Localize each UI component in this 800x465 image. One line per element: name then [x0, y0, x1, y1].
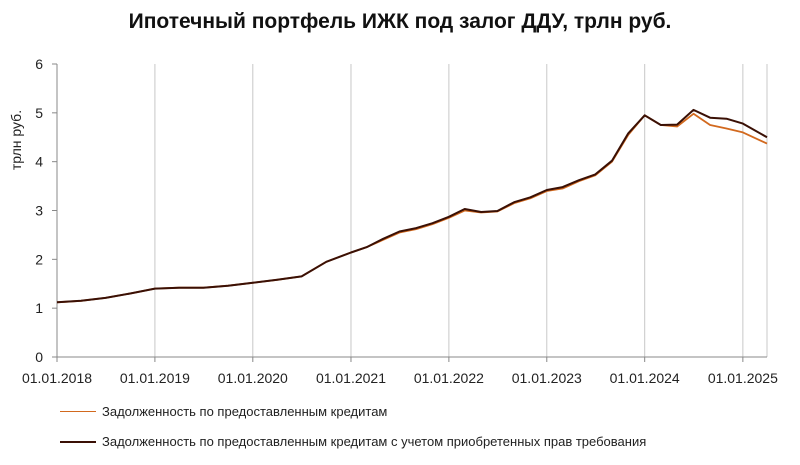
- legend-item-0: Задолженность по предоставленным кредита…: [60, 404, 387, 419]
- series-line-0: [56, 112, 768, 304]
- x-tick-label-2: 01.01.2020: [218, 370, 288, 386]
- x-tick-label-4: 01.01.2022: [414, 370, 484, 386]
- y-tick-label-2: 2: [35, 251, 43, 267]
- series-lines: [56, 108, 768, 304]
- y-tick-label-6: 6: [35, 56, 43, 72]
- tick-labels: 01.01.2018 01.01.2019 01.01.2020 01.01.2021…: [22, 56, 778, 386]
- series-line-1: [56, 108, 768, 304]
- x-tick-label-6: 01.01.2024: [610, 370, 680, 386]
- y-tick-label-4: 4: [35, 154, 43, 170]
- grid-lines: [154, 64, 768, 357]
- x-tick-label-7: 01.01.2025: [708, 370, 778, 386]
- axes: [52, 63, 767, 362]
- x-tick-label-1: 01.01.2019: [120, 370, 190, 386]
- y-tick-label-1: 1: [35, 300, 43, 316]
- legend-label-0: Задолженность по предоставленным кредита…: [102, 404, 388, 419]
- y-tick-label-0: 0: [35, 349, 43, 365]
- y-tick-label-5: 5: [35, 105, 43, 121]
- legend-label-1: Задолженность по предоставленным кредита…: [102, 434, 647, 449]
- y-tick-label-3: 3: [35, 203, 43, 219]
- chart-plot-area: 01.01.2018 01.01.2019 01.01.2020 01.01.2021…: [22, 56, 778, 386]
- x-tick-label-0: 01.01.2018: [22, 370, 92, 386]
- legend-item-1: Задолженность по предоставленным кредита…: [60, 434, 646, 449]
- chart-title: Ипотечный портфель ИЖК под залог ДДУ, тр…: [128, 10, 672, 33]
- x-tick-label-5: 01.01.2023: [512, 370, 582, 386]
- legend-swatch-1: [60, 440, 96, 443]
- legend-swatch-0: [60, 411, 96, 412]
- x-tick-label-3: 01.01.2021: [316, 370, 386, 386]
